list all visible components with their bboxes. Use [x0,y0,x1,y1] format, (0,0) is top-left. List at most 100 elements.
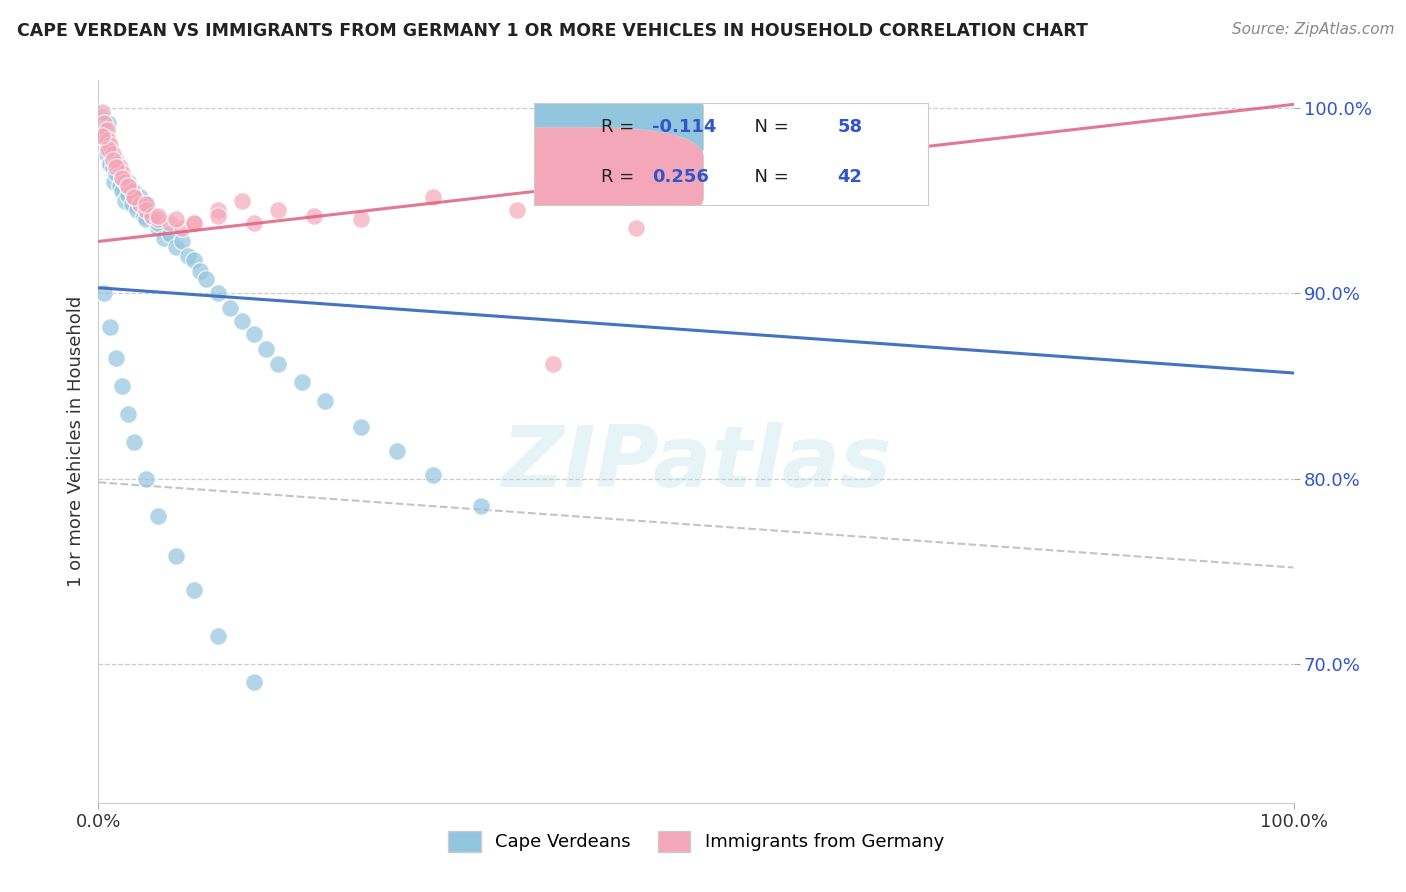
Point [97,142,120,156]
Text: 0.256: 0.256 [652,169,709,186]
Point [124,190,146,204]
Point [385,443,409,458]
Legend: Cape Verdeans, Immigrants from Germany: Cape Verdeans, Immigrants from Germany [441,823,950,859]
Text: N =: N = [742,119,794,136]
Point [117,178,139,193]
Point [125,202,148,217]
Point [159,227,181,241]
Point [350,419,373,434]
Point [124,190,146,204]
Point [422,467,444,482]
Point [207,629,229,643]
Point [101,153,124,167]
Point [117,175,139,189]
Text: 42: 42 [838,169,862,186]
Point [105,153,128,167]
Point [207,286,229,301]
Point [135,212,157,227]
Point [254,342,277,356]
Point [105,351,128,366]
Text: 58: 58 [838,119,862,136]
Point [91,104,114,119]
Point [243,216,266,230]
Point [91,111,114,125]
Point [132,209,155,223]
Point [243,327,266,342]
Point [93,128,115,143]
Point [135,472,157,486]
Text: R =: R = [602,169,640,186]
FancyBboxPatch shape [427,77,703,178]
Point [97,116,120,130]
Point [231,194,253,208]
Point [183,216,205,230]
Point [96,147,118,161]
Point [111,185,134,199]
Point [506,202,529,217]
Point [108,161,131,175]
Point [111,171,134,186]
Point [129,190,152,204]
Point [231,314,253,328]
Point [117,407,139,421]
Point [96,123,118,137]
Point [105,156,128,170]
Point [121,197,143,211]
Point [148,209,170,223]
Point [148,216,170,230]
Text: CAPE VERDEAN VS IMMIGRANTS FROM GERMANY 1 OR MORE VEHICLES IN HOUSEHOLD CORRELAT: CAPE VERDEAN VS IMMIGRANTS FROM GERMANY … [17,22,1088,40]
Point [195,271,218,285]
Point [124,434,146,449]
Point [207,209,229,223]
Point [124,185,146,199]
Point [103,175,125,189]
Point [315,393,337,408]
Point [470,500,492,514]
Point [93,286,115,301]
Point [117,188,139,202]
Point [422,190,444,204]
Point [626,221,648,235]
Point [93,116,115,130]
Point [148,508,170,523]
Text: Source: ZipAtlas.com: Source: ZipAtlas.com [1232,22,1395,37]
Point [108,178,131,193]
Point [183,252,205,267]
Point [148,221,170,235]
Point [141,209,163,223]
Point [291,376,314,390]
Point [121,185,143,199]
Point [153,231,176,245]
Point [98,156,122,170]
Point [183,582,205,597]
Point [165,549,187,564]
Text: -0.114: -0.114 [652,119,717,136]
Point [114,175,136,189]
Point [172,221,194,235]
Point [101,161,124,175]
Point [111,379,134,393]
Point [105,166,128,180]
Point [111,166,134,180]
Point [148,212,170,227]
Point [219,301,242,315]
Point [135,197,157,211]
Text: ZIPatlas: ZIPatlas [501,422,891,505]
Point [141,209,163,223]
Point [101,147,124,161]
Point [207,202,229,217]
Point [159,216,181,230]
Point [91,128,114,143]
Point [98,156,122,170]
Point [105,161,128,175]
Text: R =: R = [602,119,640,136]
Point [302,209,325,223]
Point [267,202,290,217]
Y-axis label: 1 or more Vehicles in Household: 1 or more Vehicles in Household [66,296,84,587]
Point [135,202,157,217]
Point [97,132,120,146]
Point [350,212,373,227]
Point [114,194,136,208]
Point [135,197,157,211]
Text: N =: N = [742,169,794,186]
